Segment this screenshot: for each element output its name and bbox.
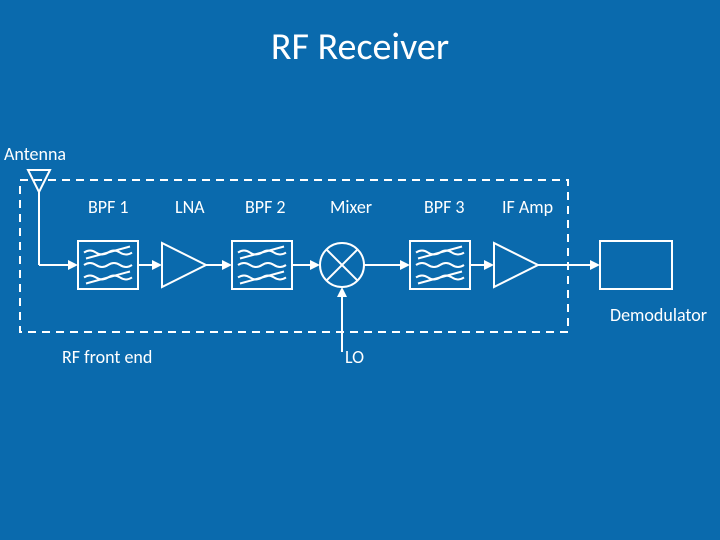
rf-receiver-diagram	[0, 0, 720, 540]
